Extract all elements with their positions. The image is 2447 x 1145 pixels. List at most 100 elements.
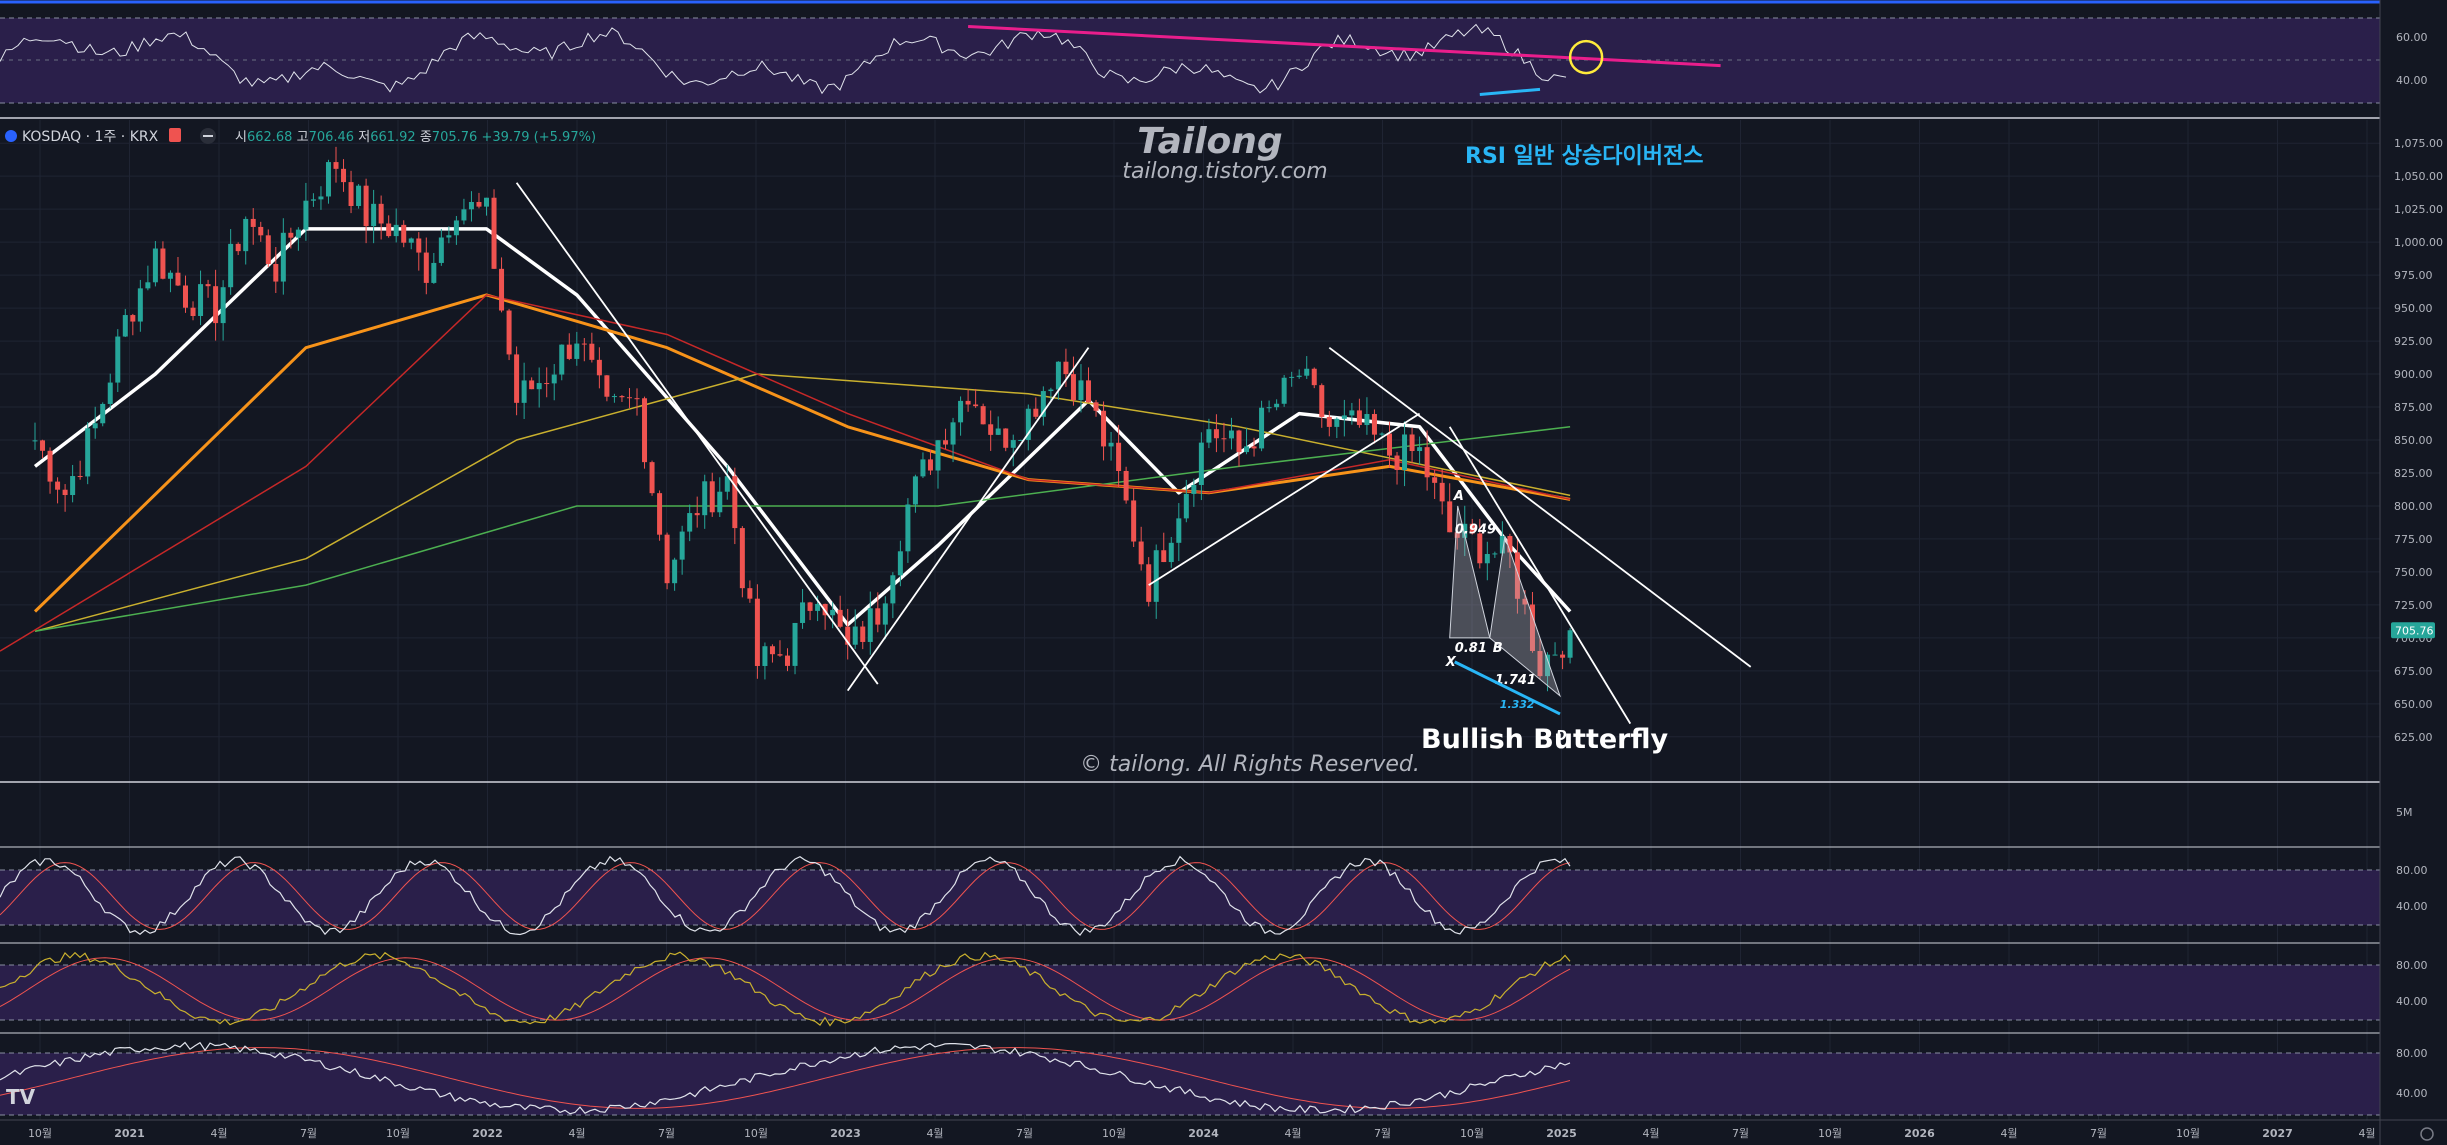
price-tick-label: 900.00	[2394, 368, 2433, 381]
candle-body	[92, 423, 98, 429]
candle-body	[1409, 434, 1415, 452]
time-tick-label: 10월	[1102, 1127, 1126, 1140]
candle-body	[544, 383, 550, 385]
candle-body	[295, 229, 301, 238]
candle-body	[672, 559, 678, 584]
rsi-tick-label: 60.00	[2396, 31, 2428, 44]
candle-body	[1311, 368, 1317, 386]
osc3-pane	[0, 1041, 2380, 1116]
candle-body	[1447, 501, 1453, 533]
price-tick-label: 725.00	[2394, 599, 2433, 612]
rsi-tick-label: 40.00	[2396, 74, 2428, 87]
candle-body	[634, 398, 640, 400]
rsi-highlight-circle	[1568, 39, 1604, 75]
pattern-ratio-bc: 0.949	[1455, 522, 1496, 537]
candle-body	[973, 404, 979, 407]
candle-body	[363, 185, 369, 227]
low-label: 저	[358, 130, 370, 145]
time-tick-label: 4월	[568, 1127, 585, 1140]
candle-body	[626, 397, 632, 399]
candle-body	[709, 481, 715, 513]
candle-body	[1319, 385, 1325, 417]
candle-body	[55, 481, 61, 490]
time-tick-label: 2025	[1546, 1127, 1577, 1140]
candle-body	[160, 248, 166, 279]
candle-body	[1010, 440, 1016, 448]
candle-body	[694, 513, 700, 516]
price-tick-label: 800.00	[2394, 500, 2433, 513]
candle-body	[912, 476, 918, 505]
candle-body	[190, 307, 196, 316]
price-tick-label: 825.00	[2394, 467, 2433, 480]
change-value: +39.79 (+5.97%)	[481, 130, 596, 145]
price-tick-label: 850.00	[2394, 434, 2433, 447]
rsi-divergence-label: RSI 일반 상승다이버전스	[1465, 144, 1703, 169]
pattern-point-b: B	[1493, 641, 1503, 656]
candle-body	[341, 168, 347, 183]
pattern-ratio-xd: 1.332	[1500, 698, 1535, 711]
candle-body	[175, 272, 181, 286]
candle-body	[506, 310, 512, 355]
settings-gear-icon[interactable]	[2420, 1127, 2434, 1141]
candle-body	[303, 200, 309, 230]
pattern-ratio-ab: 0.81	[1455, 641, 1487, 656]
candle-body	[1402, 434, 1408, 470]
candle-body	[589, 343, 595, 360]
candle-body	[611, 396, 617, 398]
price-tick-label: 1,025.00	[2394, 203, 2443, 216]
candle-body	[1454, 532, 1460, 538]
candle-body	[1341, 415, 1347, 419]
volume-tick-label: 5M	[2396, 806, 2413, 819]
candle-body	[860, 626, 866, 642]
candle-body	[657, 493, 663, 535]
symbol-legend[interactable]: KOSDAQ · 1주 · KRX 시662.68 고706.46 저661.9…	[5, 128, 596, 145]
price-axis-background[interactable]	[2380, 0, 2447, 1145]
candle-body	[1018, 439, 1024, 441]
candle-body	[1108, 442, 1114, 447]
candle-body	[1371, 414, 1377, 435]
candle-body	[1146, 564, 1152, 602]
candle-body	[875, 608, 881, 625]
candle-body	[1266, 407, 1272, 409]
candle-body	[431, 262, 437, 283]
candle-body	[1462, 523, 1468, 538]
candle-body	[920, 459, 926, 477]
pattern-point-d: D	[1556, 729, 1567, 744]
ohlc-readout: 시662.68 고706.46 저661.92 종705.76 +39.79 (…	[235, 130, 596, 145]
candle-body	[1183, 493, 1189, 519]
flag-icon[interactable]	[169, 128, 181, 142]
candle-body	[32, 440, 38, 442]
candle-body	[386, 223, 392, 237]
price-tick-label: 625.00	[2394, 731, 2433, 744]
osc3-tick-label: 80.00	[2396, 1047, 2428, 1060]
low-value: 661.92	[370, 130, 416, 145]
candle-body	[965, 400, 971, 405]
candle-body	[1033, 408, 1039, 417]
price-pane: X A B D 0.81 0.949 1.741 1.332	[0, 120, 2380, 1120]
candle-body	[642, 398, 648, 463]
candle-body	[371, 203, 377, 227]
symbol-title[interactable]: KOSDAQ · 1주 · KRX	[22, 129, 159, 145]
pattern-name-label: Bullish Butterfly	[1421, 724, 1669, 755]
candle-body	[739, 528, 745, 589]
candle-body	[747, 588, 753, 599]
candle-body	[1123, 470, 1129, 501]
candle-body	[717, 491, 723, 513]
time-tick-label: 4월	[2000, 1127, 2017, 1140]
candle-body	[1025, 408, 1031, 440]
candle-body	[1289, 376, 1295, 378]
candle-body	[1326, 416, 1332, 427]
close-value: 705.76	[432, 130, 478, 145]
price-tick-label: 950.00	[2394, 302, 2433, 315]
pattern-triangle-xab	[1449, 505, 1491, 639]
candle-body	[1206, 429, 1212, 443]
candle-body	[423, 252, 429, 283]
candle-body	[679, 531, 685, 560]
candle-body	[1221, 438, 1227, 440]
tradingview-logo[interactable]: TV	[6, 1085, 36, 1109]
rsi-trendline	[968, 25, 1721, 68]
candle-body	[1567, 630, 1573, 658]
osc2-tick-label: 40.00	[2396, 995, 2428, 1008]
candle-body	[213, 286, 219, 324]
candle-body	[1251, 446, 1257, 449]
